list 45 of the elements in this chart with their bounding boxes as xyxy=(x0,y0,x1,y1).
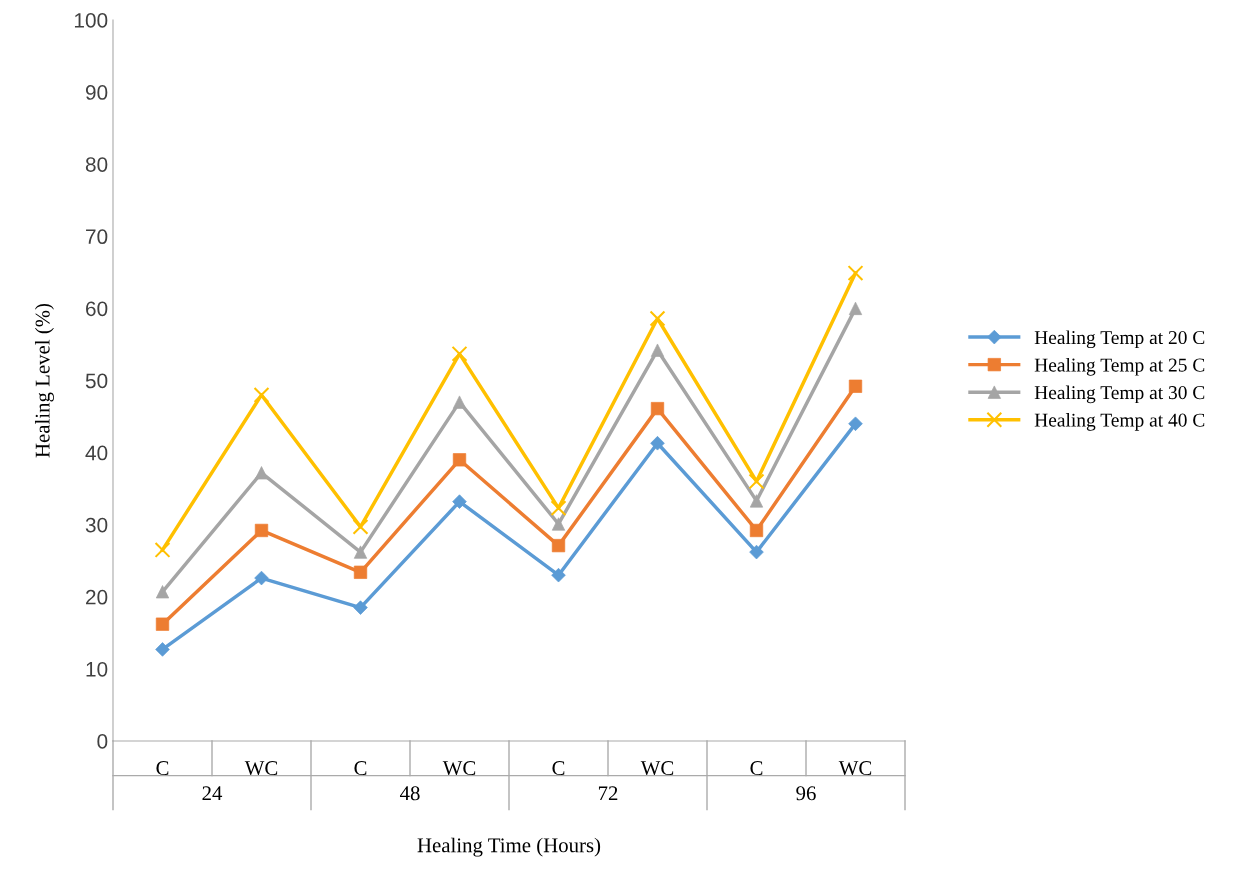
y-tick-label: 10 xyxy=(86,661,108,677)
point xyxy=(155,617,170,631)
y-tick-label: 0 xyxy=(97,734,108,749)
y-tick-label: 70 xyxy=(86,229,108,245)
text: 48 xyxy=(399,786,420,801)
x-tick-label: C xyxy=(354,761,367,776)
point xyxy=(254,570,269,586)
point xyxy=(451,345,468,362)
y-tick-label: 50 xyxy=(85,373,108,389)
x-tick-label: C xyxy=(156,761,169,776)
point xyxy=(848,301,863,315)
y-tick-label: 90 xyxy=(85,85,108,100)
text: 96 xyxy=(796,786,816,801)
x-tick-label: WC xyxy=(244,761,278,776)
point xyxy=(154,541,171,558)
y-tick-label: 30 xyxy=(85,517,108,533)
legend-label: Healing Temp at 25 C xyxy=(1034,357,1205,376)
point xyxy=(847,265,864,282)
y-tick-label: 100 xyxy=(74,13,108,28)
point xyxy=(650,402,665,416)
legend-label: Healing Temp at 30 C xyxy=(1034,385,1205,404)
x-axis-title: Healing Time (Hours) xyxy=(417,837,601,857)
point xyxy=(848,379,863,393)
point xyxy=(253,386,270,403)
x-tick-label: C xyxy=(750,761,763,776)
point xyxy=(748,473,765,490)
y-tick-label: 20 xyxy=(86,589,108,605)
point xyxy=(650,436,665,451)
x-tick-label: C xyxy=(552,761,565,776)
y-tick-label: 40 xyxy=(85,445,108,461)
y-tick-label: 60 xyxy=(86,301,108,317)
legend-label: Healing Temp at 20 C xyxy=(1034,330,1205,349)
point xyxy=(649,310,666,327)
y-tick-label: 80 xyxy=(85,157,108,172)
legend-label: Healing Temp at 40 C xyxy=(1034,413,1205,431)
point xyxy=(550,500,567,517)
y-axis-title: Healing Level (%) xyxy=(34,303,54,458)
text: 72 xyxy=(598,786,618,801)
x-tick-label: WC xyxy=(442,761,476,776)
x-tick-label: WC xyxy=(640,761,674,776)
point xyxy=(551,567,566,583)
point xyxy=(352,518,369,535)
text: 24 xyxy=(202,786,223,801)
x-tick-label: WC xyxy=(838,761,872,776)
point xyxy=(254,523,269,538)
